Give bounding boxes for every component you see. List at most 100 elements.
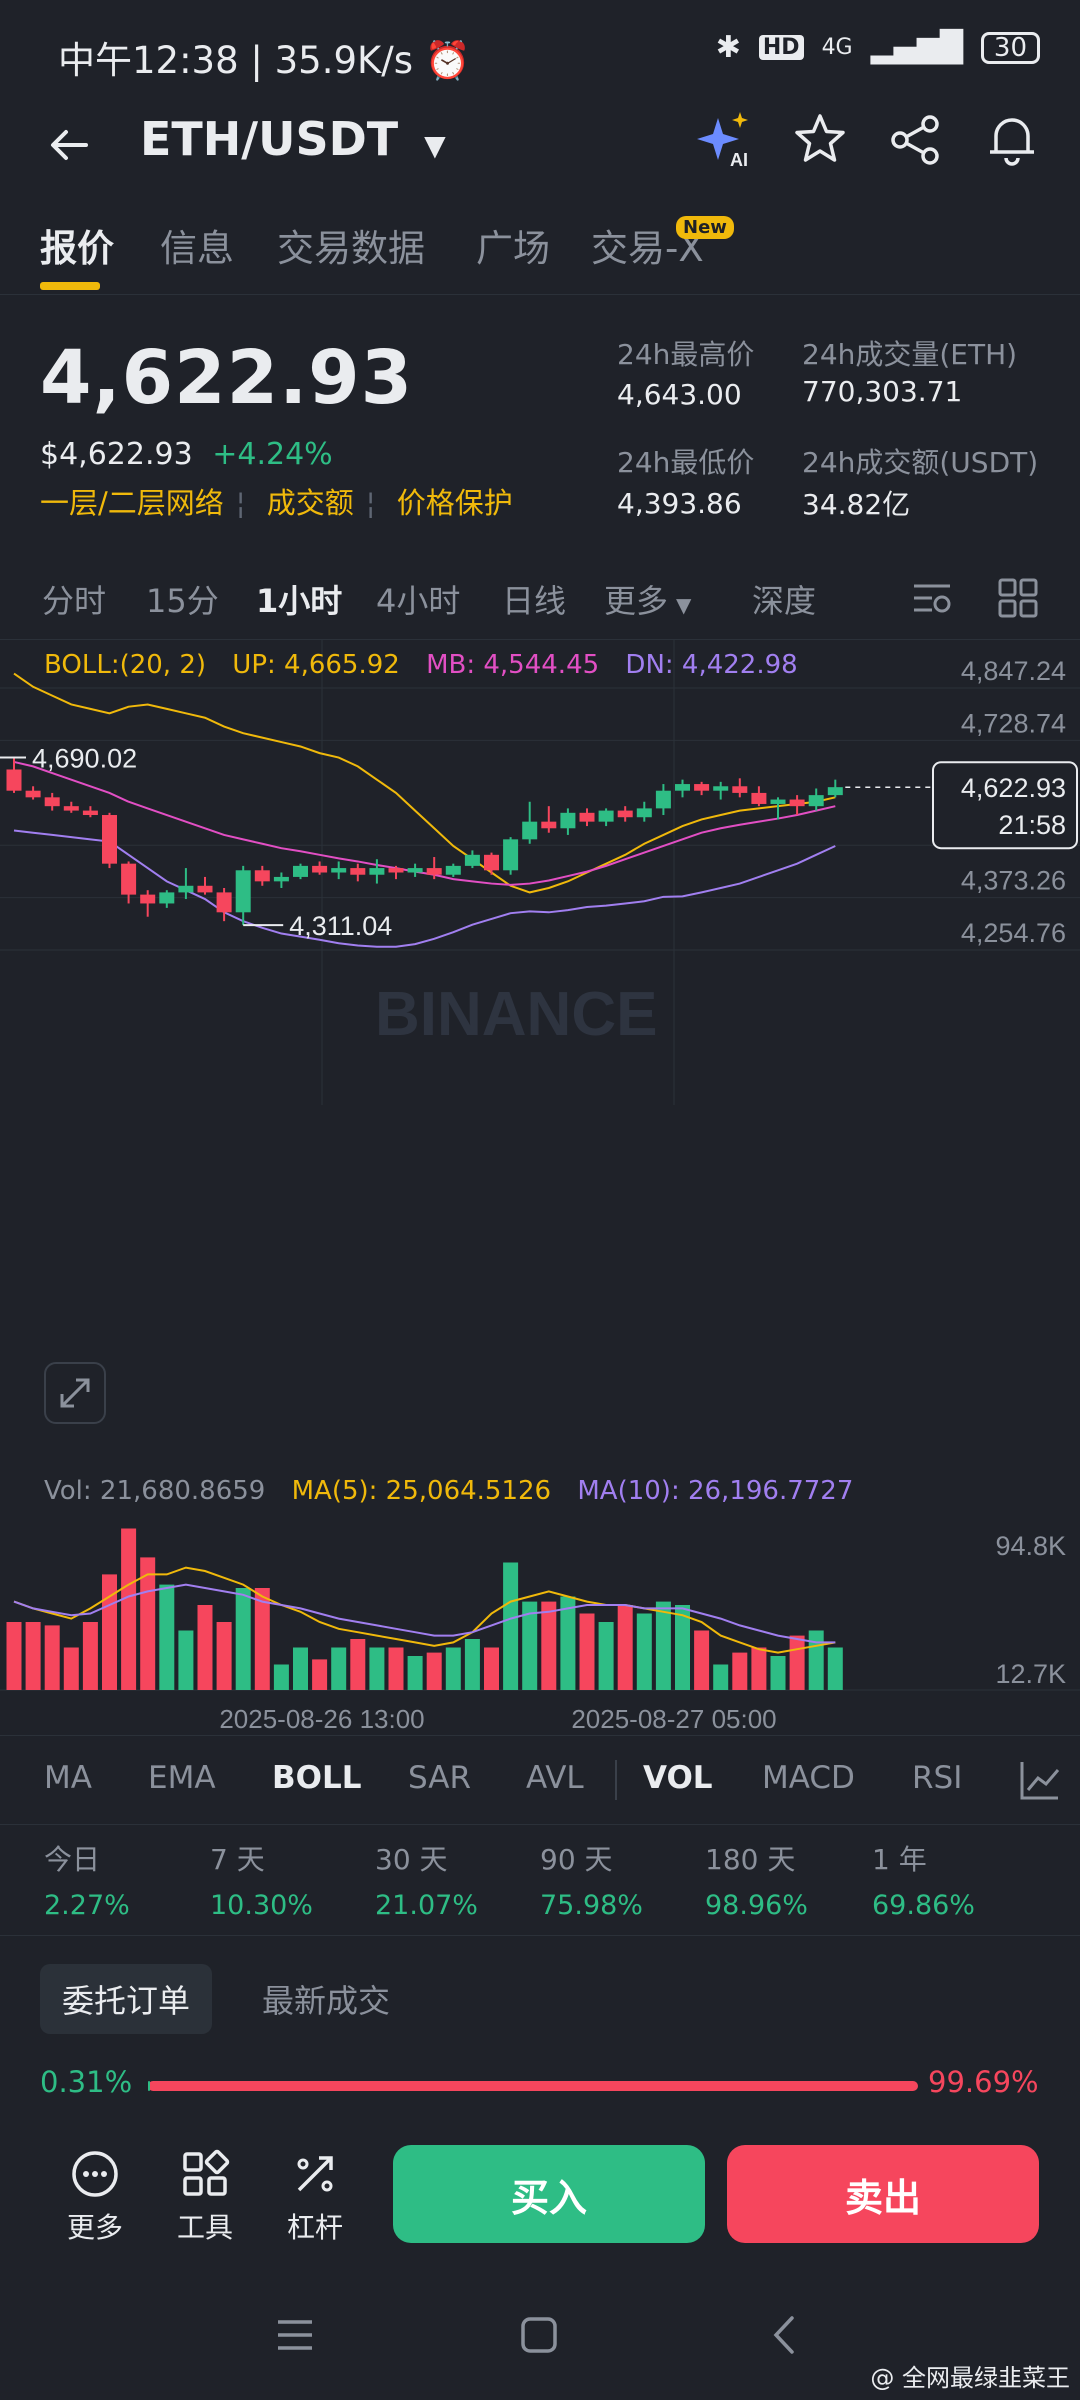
candle-body: [503, 839, 519, 871]
volume-bar: [407, 1656, 423, 1690]
volume-bar: [82, 1622, 98, 1690]
candle-body: [407, 868, 423, 873]
ratio-bar: [148, 2081, 918, 2091]
tab-trading-data[interactable]: 交易数据: [277, 227, 425, 270]
kline-chart[interactable]: BINANCE 4,847.244,728.744,491.754,373.26…: [0, 640, 1080, 1735]
perf-30d: 30 天 21.07%: [375, 1843, 478, 1921]
vol-ma10: MA(10): 26,196.7727: [577, 1476, 854, 1506]
candle-body: [732, 786, 748, 793]
tf-4h[interactable]: 4小时: [376, 582, 461, 620]
expand-icon: [60, 1378, 90, 1408]
chart-grid: [0, 640, 1080, 1691]
volume-bar: [44, 1625, 60, 1690]
volume-axis-min: 12.7K: [995, 1659, 1066, 1689]
tag-layer-network[interactable]: 一层/二层网络: [40, 486, 224, 520]
home-icon[interactable]: [516, 2312, 562, 2358]
tf-depth[interactable]: 深度: [752, 582, 817, 620]
ind-ma[interactable]: MA: [44, 1760, 92, 1796]
back-arrow-icon[interactable]: [44, 120, 94, 170]
chart-markers: 4,690.02 4,311.04 4,622.93 21:58: [0, 744, 1078, 941]
chart-settings-icon[interactable]: [910, 576, 954, 620]
sell-ratio: 99.69%: [928, 2065, 1039, 2099]
tag-price-protection[interactable]: 价格保护: [396, 486, 513, 520]
ai-sparkle-icon[interactable]: AI: [696, 110, 756, 170]
boll-mb: MB: 4,544.45: [426, 650, 600, 680]
ind-ema[interactable]: EMA: [148, 1760, 216, 1796]
candle-body: [44, 797, 60, 807]
volume-bar: [331, 1647, 347, 1690]
usd-price: $4,622.93: [40, 437, 193, 472]
buy-button[interactable]: 买入: [393, 2145, 705, 2243]
share-icon[interactable]: [886, 110, 946, 170]
star-icon[interactable]: [790, 110, 850, 170]
time-axis-label: 2025-08-27 05:00: [571, 1704, 776, 1734]
tab-quote[interactable]: 报价: [40, 227, 114, 270]
buy-ratio: 0.31%: [40, 2065, 133, 2099]
pair-selector[interactable]: ETH/USDT ▼: [140, 112, 446, 166]
ind-rsi[interactable]: RSI: [912, 1760, 963, 1796]
boll-up: UP: 4,665.92: [232, 650, 400, 680]
signal-icon: ▂▄▆█: [870, 30, 963, 65]
boll-up-line: [13, 672, 836, 894]
volume-ma-lines: [13, 1566, 836, 1654]
candle-body: [102, 815, 117, 864]
menu-icon[interactable]: [272, 2312, 318, 2358]
volume-bar: [541, 1601, 557, 1690]
bell-icon[interactable]: [982, 110, 1042, 170]
boll-dn: DN: 4,422.98: [625, 650, 798, 680]
candle-body: [254, 870, 270, 882]
pair-title: ETH/USDT: [140, 112, 399, 166]
candle-body: [140, 894, 156, 904]
candle-body: [350, 868, 366, 875]
volume-bar: [6, 1622, 22, 1690]
tools-button[interactable]: 工具: [160, 2148, 250, 2246]
current-price-box: [932, 761, 1078, 850]
last-price: 4,622.93: [40, 335, 414, 421]
volume-bar: [216, 1622, 232, 1690]
back-icon[interactable]: [762, 2312, 808, 2358]
tf-line[interactable]: 分时: [42, 582, 107, 620]
tab-order-book[interactable]: 委托订单: [40, 1964, 213, 2034]
high-label: 24h最高价: [617, 338, 755, 371]
status-right: ✱ HD 4G ▂▄▆█ 30: [716, 30, 1040, 65]
candle-body: [293, 865, 308, 877]
leverage-button[interactable]: 杠杆: [270, 2148, 360, 2246]
high-marker-label: 4,690.02: [32, 744, 137, 774]
tag-turnover[interactable]: 成交额: [266, 486, 354, 520]
candle-body: [445, 865, 461, 875]
volume-bar: [350, 1639, 366, 1690]
candle-body: [598, 810, 614, 822]
candle-body: [197, 885, 213, 893]
tf-1d[interactable]: 日线: [502, 582, 567, 620]
boll-legend: BOLL:(20, 2) UP: 4,665.92 MB: 4,544.45 D…: [44, 650, 798, 680]
order-tabs: 委托订单 最新成交: [0, 1935, 1080, 2055]
tab-latest-trades[interactable]: 最新成交: [262, 1982, 391, 2020]
tf-more[interactable]: 更多 ▼: [604, 582, 692, 620]
volume-bar: [369, 1647, 385, 1690]
ind-macd[interactable]: MACD: [762, 1760, 855, 1796]
ind-sar[interactable]: SAR: [408, 1760, 471, 1796]
tab-info[interactable]: 信息: [160, 227, 234, 270]
tab-square[interactable]: 广场: [476, 227, 550, 270]
system-nav-bar: [0, 2280, 1080, 2400]
candle-body: [808, 795, 824, 807]
ind-boll[interactable]: BOLL: [272, 1760, 362, 1796]
caret-down-icon: ▼: [424, 129, 446, 162]
boll-params: BOLL:(20, 2): [44, 650, 207, 680]
network-label: 4G: [821, 35, 853, 60]
perf-90d: 90 天 75.98%: [540, 1843, 643, 1921]
indicator-settings-icon[interactable]: [1018, 1758, 1062, 1802]
fullscreen-button[interactable]: [44, 1362, 106, 1424]
candle-body: [636, 808, 652, 818]
more-button[interactable]: 更多: [50, 2148, 140, 2246]
ind-vol[interactable]: VOL: [643, 1760, 713, 1796]
sell-button[interactable]: 卖出: [727, 2145, 1039, 2243]
ind-avl[interactable]: AVL: [526, 1760, 584, 1796]
tf-1h[interactable]: 1小时: [256, 582, 343, 620]
grid-layout-icon[interactable]: [996, 576, 1040, 620]
volume-bars: [6, 1528, 843, 1690]
tf-15m[interactable]: 15分: [146, 582, 219, 620]
volume-bar: [617, 1605, 633, 1690]
volume-bar: [675, 1605, 690, 1690]
volume-bar: [178, 1630, 194, 1690]
